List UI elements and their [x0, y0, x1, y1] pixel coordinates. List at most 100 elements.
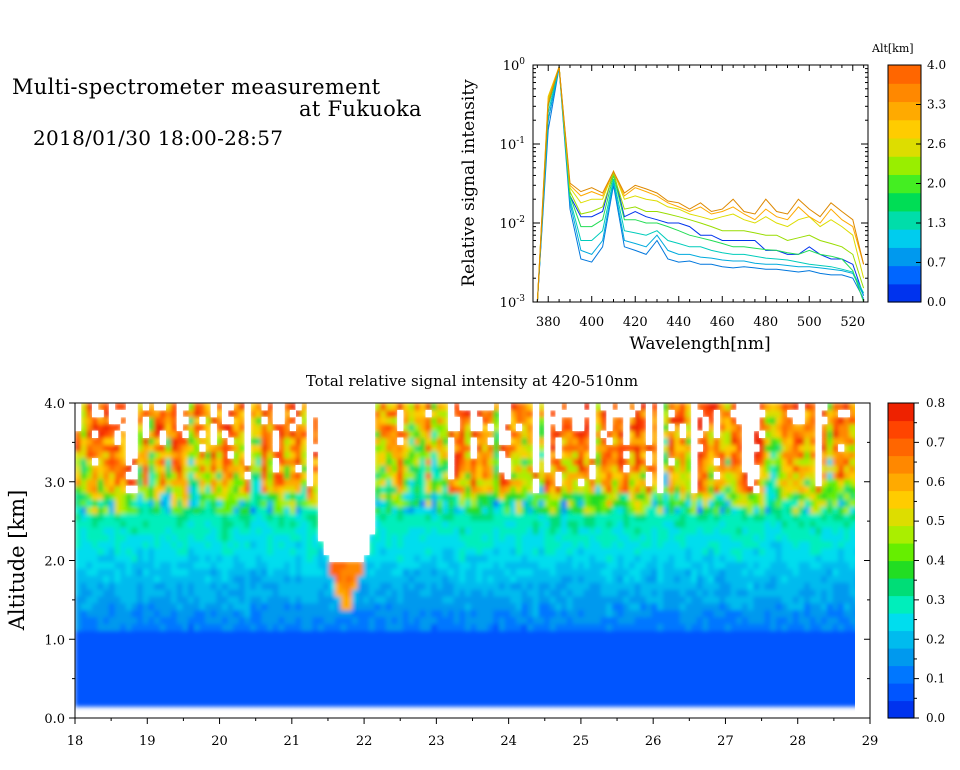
heatmap-cell [244, 685, 251, 693]
heatmap-cell [668, 692, 675, 700]
heatmap-cell [368, 547, 376, 556]
heatmap-cell [391, 492, 398, 501]
heatmap-cell [244, 616, 251, 625]
heatmap-cell [159, 409, 167, 418]
heatmap-cell [527, 678, 534, 687]
heatmap-cell [510, 692, 517, 700]
heatmap-cell [645, 699, 653, 707]
heatmap-cell [120, 664, 127, 673]
heatmap-cell [436, 623, 444, 631]
heatmap-cell [572, 651, 579, 659]
heatmap-cell [165, 609, 172, 618]
heatmap-cell [431, 416, 438, 425]
heatmap-cell [674, 492, 681, 501]
heatmap-cell [425, 499, 432, 507]
heatmap-cell [459, 651, 466, 659]
heatmap-cell [374, 554, 381, 563]
heatmap-cell [629, 506, 636, 514]
heatmap-cell [521, 499, 528, 507]
heatmap-cell [414, 465, 421, 473]
heatmap-cell [685, 568, 692, 576]
heatmap-cell [120, 430, 127, 439]
heatmap-cell [595, 637, 602, 645]
heatmap-cell [346, 595, 353, 604]
heatmap-cell [742, 692, 749, 700]
heatmap-cell [583, 602, 590, 611]
heatmap-cell [408, 423, 415, 432]
spectrum-series-2 [536, 67, 865, 302]
heatmap-cell [171, 623, 178, 631]
heatmap-cell [306, 671, 314, 680]
heatmap-cell [742, 616, 749, 625]
heatmap-cell [272, 478, 280, 487]
heatmap-cell [742, 678, 749, 687]
heatmap-cell [238, 658, 246, 666]
heatmap-cell [623, 540, 630, 549]
heatmap-cell [747, 602, 754, 611]
heatmap-cell [352, 699, 359, 707]
heatmap-cell [685, 506, 692, 514]
heatmap-cell [250, 471, 257, 480]
heatmap-cell [233, 533, 240, 542]
heatmap-cell [685, 692, 692, 700]
heatmap-cell [148, 506, 155, 514]
heatmap-cell [651, 616, 658, 625]
heatmap-cell [742, 471, 749, 480]
heatmap-cell [414, 692, 421, 700]
heatmap-cell [566, 630, 574, 638]
heatmap-cell [442, 671, 449, 680]
heatmap-cell [515, 458, 523, 466]
heatmap-cell [289, 430, 297, 439]
heatmap-cell [108, 513, 116, 521]
heatmap-cell [114, 458, 121, 466]
heatmap-cell [634, 478, 641, 487]
heatmap-cell [657, 644, 664, 652]
heatmap-cell [634, 609, 641, 618]
heatmap-cell [674, 664, 681, 673]
heatmap-cell [108, 423, 116, 432]
heatmap-cell [651, 444, 658, 452]
heatmap-cell [510, 465, 517, 473]
heatmap-cell [742, 561, 749, 569]
heatmap-cell [199, 651, 206, 659]
heatmap-cell [589, 582, 596, 590]
heatmap-cell [436, 699, 444, 707]
heatmap-cell [595, 651, 602, 659]
heatmap-cell [708, 623, 715, 631]
heatmap-cell [668, 651, 675, 659]
heatmap-cell [753, 664, 760, 673]
heatmap-cell [453, 637, 460, 645]
heatmap-cell [419, 692, 427, 700]
heatmap-cell [521, 492, 528, 501]
heatmap-cell [572, 671, 579, 680]
heatmap-cell [261, 499, 268, 507]
heatmap-cell [708, 554, 715, 563]
heatmap-cell [691, 664, 698, 673]
heatmap-cell [713, 540, 721, 549]
heatmap-cell [504, 602, 511, 611]
heatmap-cell [374, 595, 381, 604]
heatmap-cell [391, 437, 398, 445]
heatmap-cell [238, 637, 246, 645]
heatmap-cell [255, 540, 263, 549]
heatmap-cell [555, 637, 562, 645]
heatmap-cell [617, 499, 624, 507]
heatmap-cell [114, 499, 121, 507]
heatmap-cell [267, 589, 274, 597]
heatmap-cell [747, 623, 754, 631]
heatmap-cell [92, 651, 99, 659]
heatmap-cell [595, 692, 602, 700]
heatmap-cell [527, 651, 534, 659]
heatmap-cell [702, 589, 709, 597]
heatmap-cell [295, 492, 302, 501]
heatmap-cell [193, 595, 200, 604]
heatmap-cell [645, 692, 653, 700]
heatmap-cell [640, 699, 647, 707]
heatmap-cell [385, 561, 393, 569]
heatmap-cell [442, 575, 449, 583]
heatmap-cell [549, 499, 557, 507]
heatmap-cell [651, 465, 658, 473]
heatmap-cell [617, 678, 624, 687]
heatmap-cell [634, 492, 641, 501]
heatmap-cell [86, 664, 93, 673]
